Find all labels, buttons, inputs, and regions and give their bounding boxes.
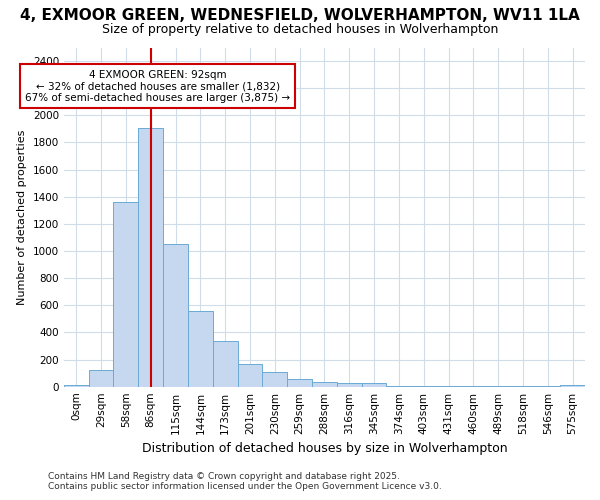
Bar bbox=[213, 341, 238, 386]
Bar bbox=[238, 364, 262, 386]
Text: 4 EXMOOR GREEN: 92sqm
← 32% of detached houses are smaller (1,832)
67% of semi-d: 4 EXMOOR GREEN: 92sqm ← 32% of detached … bbox=[25, 70, 290, 102]
Bar bbox=[262, 372, 287, 386]
Text: 4, EXMOOR GREEN, WEDNESFIELD, WOLVERHAMPTON, WV11 1LA: 4, EXMOOR GREEN, WEDNESFIELD, WOLVERHAMP… bbox=[20, 8, 580, 22]
Bar bbox=[139, 128, 163, 386]
Bar bbox=[287, 378, 312, 386]
Bar bbox=[337, 382, 362, 386]
Bar bbox=[312, 382, 337, 386]
Text: Contains HM Land Registry data © Crown copyright and database right 2025.
Contai: Contains HM Land Registry data © Crown c… bbox=[48, 472, 442, 491]
Y-axis label: Number of detached properties: Number of detached properties bbox=[17, 130, 27, 305]
Text: Size of property relative to detached houses in Wolverhampton: Size of property relative to detached ho… bbox=[102, 22, 498, 36]
Bar bbox=[362, 384, 386, 386]
X-axis label: Distribution of detached houses by size in Wolverhampton: Distribution of detached houses by size … bbox=[142, 442, 507, 455]
Bar bbox=[163, 244, 188, 386]
Bar bbox=[113, 202, 139, 386]
Bar bbox=[188, 310, 213, 386]
Bar bbox=[89, 370, 113, 386]
